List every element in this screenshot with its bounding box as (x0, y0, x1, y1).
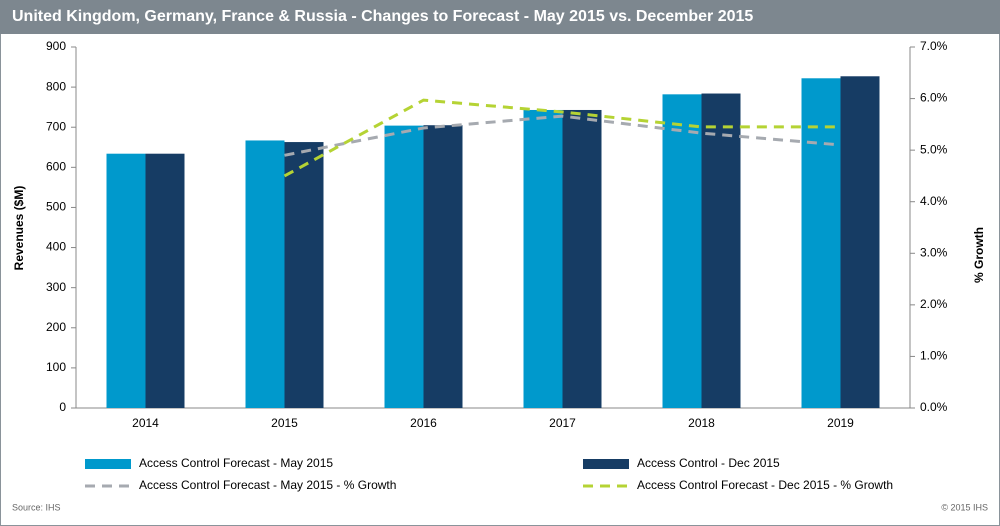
y2-tick-label: 6.0% (920, 91, 948, 105)
bar (423, 125, 463, 408)
y2-tick-label: 2.0% (920, 297, 948, 311)
y-tick-label: 700 (46, 119, 66, 133)
y2-tick-label: 4.0% (920, 194, 948, 208)
y-tick-label: 100 (46, 360, 66, 374)
bar (662, 94, 702, 408)
y2-tick-label: 3.0% (920, 245, 948, 259)
bar (701, 93, 741, 408)
x-tick-label: 2019 (827, 416, 854, 430)
y-tick-label: 500 (46, 200, 66, 214)
y-tick-label: 400 (46, 240, 66, 254)
bar (245, 140, 285, 408)
bar (384, 125, 424, 409)
bar (106, 153, 146, 408)
title-bar (0, 0, 1000, 34)
y-tick-label: 300 (46, 280, 66, 294)
legend-label: Access Control - Dec 2015 (637, 456, 780, 470)
bar (284, 142, 324, 408)
legend-swatch (583, 459, 629, 469)
y-tick-label: 600 (46, 160, 66, 174)
source: Source: IHS (12, 502, 61, 512)
y2-tick-label: 1.0% (920, 349, 948, 363)
bar (562, 109, 602, 409)
legend-label: Access Control Forecast - Dec 2015 - % G… (637, 478, 893, 492)
bar (523, 109, 563, 409)
x-tick-label: 2018 (688, 416, 715, 430)
y-tick-label: 800 (46, 79, 66, 93)
line-series (283, 98, 841, 178)
bar (145, 153, 185, 408)
legend-label: Access Control Forecast - May 2015 - % G… (139, 478, 396, 492)
chart-title: United Kingdom, Germany, France & Russia… (12, 8, 753, 25)
x-tick-label: 2016 (410, 416, 437, 430)
x-tick-label: 2017 (549, 416, 576, 430)
y2-tick-label: 7.0% (920, 39, 948, 53)
line-series (284, 114, 841, 157)
bar (840, 76, 880, 408)
x-tick-label: 2015 (271, 416, 298, 430)
y-tick-label: 0 (59, 400, 66, 414)
y-axis-label: Revenues ($M) (12, 186, 26, 271)
y2-tick-label: 5.0% (920, 142, 948, 156)
y-tick-label: 200 (46, 320, 66, 334)
legend-label: Access Control Forecast - May 2015 (139, 456, 333, 470)
bar (801, 78, 841, 408)
x-tick-label: 2014 (132, 416, 159, 430)
y2-axis-label: % Growth (972, 227, 986, 283)
legend-swatch (85, 459, 131, 469)
copyright: © 2015 IHS (941, 502, 988, 512)
y-tick-label: 900 (46, 39, 66, 53)
y2-tick-label: 0.0% (920, 400, 948, 414)
